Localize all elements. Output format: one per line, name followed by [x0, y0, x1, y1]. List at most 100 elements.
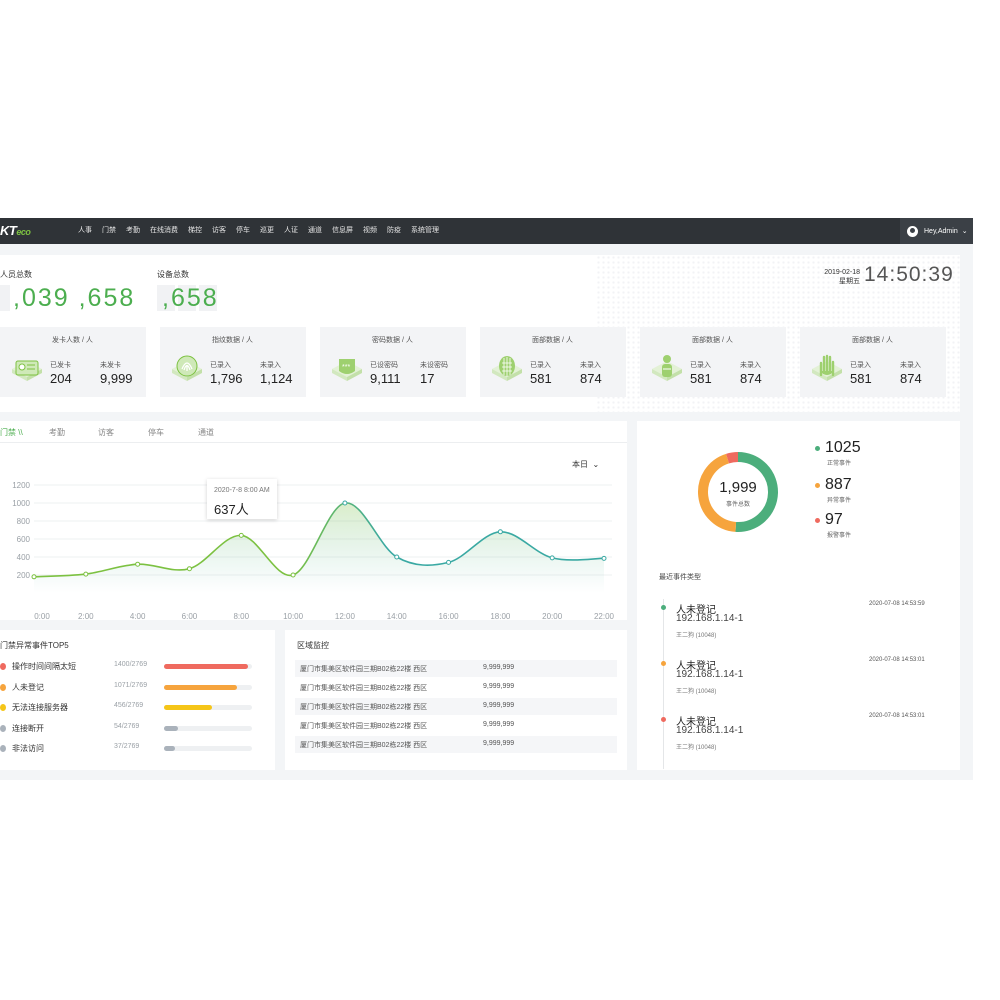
stat-card-value-2: 9,999 [100, 371, 133, 386]
stat-card: 面部数据 / 人已录入 581 未录入 874 [640, 327, 786, 397]
data-point[interactable] [497, 529, 503, 535]
nav-item[interactable]: 系统管理 [411, 227, 439, 234]
nav-item[interactable]: 巡更 [260, 227, 274, 234]
legend-label: 报警事件 [827, 533, 852, 539]
data-point[interactable] [83, 571, 89, 577]
x-tick-label: 12:00 [335, 612, 356, 620]
stat-card-value-1: 581 [690, 371, 712, 386]
top5-count: 456/2769 [114, 702, 144, 709]
top5-name: 操作时间间隔太短 [12, 662, 76, 671]
y-tick-label: 1000 [12, 499, 30, 508]
region-address: 厦门市集美区软件园三期B02栋22楼 西区 [300, 704, 428, 711]
table-row[interactable]: 厦门市集美区软件园三期B02栋22楼 西区 9,999,999 [295, 679, 617, 696]
nav-item[interactable]: 信息屏 [332, 227, 353, 234]
events-donut-chart [698, 452, 778, 532]
donut-slice[interactable] [726, 452, 739, 464]
event-item[interactable]: 人未登记 192.168.1.14-1 王二狗 (10048) 2020-07-08 … [659, 655, 959, 705]
stat-card-label-1: 已录入 [210, 362, 231, 369]
user-name[interactable]: Hey,Admin [924, 227, 958, 235]
nav-item[interactable]: 防疫 [387, 227, 401, 234]
y-tick-label: 600 [17, 535, 31, 544]
chart-tab[interactable]: 通道 [198, 428, 214, 437]
top5-row[interactable]: 连接断开 54/2769 [0, 722, 275, 736]
avatar[interactable] [907, 225, 918, 237]
table-row[interactable]: 厦门市集美区软件园三期B02栋22楼 西区 9,999,999 [295, 717, 617, 734]
clock-time: 14:50:39 [864, 263, 954, 286]
nav-item[interactable]: 考勤 [126, 227, 140, 234]
table-row[interactable]: 厦门市集美区软件园三期B02栋22楼 西区 9,999,999 [295, 698, 617, 715]
table-row[interactable]: 厦门市集美区软件园三期B02栋22楼 西区 9,999,999 [295, 736, 617, 753]
top5-bar-fill [164, 725, 179, 731]
nav-item[interactable]: 停车 [236, 227, 250, 234]
data-point[interactable] [394, 554, 400, 560]
nav-item[interactable]: 视频 [363, 227, 377, 234]
chart-tab[interactable]: 考勤 [49, 428, 65, 437]
data-point[interactable] [31, 574, 37, 580]
top5-row[interactable]: 非法访问 37/2769 [0, 742, 275, 756]
data-point[interactable] [186, 566, 192, 572]
chevron-down-icon[interactable]: ⌄ [592, 460, 600, 469]
data-point[interactable] [238, 532, 244, 538]
x-tick-label: 22:00 [594, 612, 615, 620]
region-title: 区域监控 [297, 641, 329, 650]
period-select[interactable]: 本日 ⌄ [572, 459, 599, 470]
top5-name: 无法连接服务器 [12, 703, 68, 712]
events-total: 1,999 [719, 479, 757, 496]
chart-tab[interactable]: 门禁 \\ [0, 428, 23, 437]
data-point[interactable] [549, 555, 555, 561]
alert-icon [0, 704, 6, 711]
user-menu[interactable]: Hey,Admin ⌄ [900, 218, 973, 244]
data-point[interactable] [446, 559, 452, 565]
event-item[interactable]: 人未登记 192.168.1.14-1 王二狗 (10048) 2020-07-08 … [659, 599, 959, 649]
line-chart: 200 400 600 800 1000 1200 0:00 2:00 4:00 6:00 8:00… [12, 481, 615, 620]
legend-dot [815, 483, 820, 488]
stat-card-label-1: 已发卡 [50, 362, 71, 369]
data-point[interactable] [342, 500, 348, 506]
table-row[interactable]: 厦门市集美区软件园三期B02栋22楼 西区 9,999,999 [295, 660, 617, 677]
donut-slice[interactable] [698, 453, 737, 532]
nav-item[interactable]: 门禁 [102, 227, 116, 234]
stat-card-value-1: 9,111 [370, 371, 401, 386]
chart-tooltip: 2020-7-8 8:00 AM 637人 [207, 479, 277, 519]
event-time: 2020-07-08 14:53:59 [869, 601, 925, 607]
region-address: 厦门市集美区软件园三期B02栋22楼 西区 [300, 723, 428, 730]
palm-icon [812, 354, 842, 381]
legend-value: 1025 [825, 439, 861, 456]
chart-tab[interactable]: 停车 [148, 428, 164, 437]
legend-value: 97 [825, 511, 843, 528]
event-dot [661, 717, 666, 722]
tooltip-value: 637人 [214, 502, 249, 517]
chart-tab[interactable]: 访客 [98, 428, 114, 437]
stat-card-value-1: 204 [50, 371, 72, 386]
data-point[interactable] [290, 572, 296, 578]
period-select-value[interactable]: 本日 [572, 460, 588, 469]
event-dot [661, 605, 666, 610]
recent-events-title: 最近事件类型 [659, 574, 701, 581]
donut-slice[interactable] [735, 452, 778, 532]
stat-card-value-2: 874 [740, 371, 762, 386]
event-ip: 192.168.1.14-1 [676, 613, 744, 624]
data-point[interactable] [601, 555, 607, 561]
event-title: 人未登记 [676, 717, 716, 728]
top5-row[interactable]: 人未登记 1071/2769 [0, 681, 275, 695]
svg-text:***: *** [342, 364, 350, 371]
event-item[interactable]: 人未登记 192.168.1.14-1 王二狗 (10048) 2020-07-08 … [659, 711, 959, 761]
nav-item[interactable]: 人事 [78, 227, 92, 234]
region-value: 9,999,999 [483, 664, 515, 671]
nav-item[interactable]: 访客 [212, 227, 226, 234]
chevron-down-icon[interactable]: ⌄ [961, 228, 968, 235]
nav-item[interactable]: 人证 [284, 227, 298, 234]
data-point[interactable] [135, 561, 141, 567]
stat-card-label-2: 未录入 [260, 362, 281, 369]
nav-item[interactable]: 梯控 [188, 227, 202, 234]
people-total-value: ,039 ,658 [13, 284, 136, 312]
top-nav-bar: KTeco 人事 门禁 考勤 在线消费 梯控 访客 停车 巡更 人证 通道 信息屏 视频 防疫 系统管理 … [0, 218, 973, 244]
nav-item[interactable]: 在线消费 [150, 227, 178, 234]
top5-row[interactable]: 操作时间间隔太短 1400/2769 [0, 660, 275, 674]
top5-count: 54/2769 [114, 722, 140, 730]
stat-card-title: 面部数据 / 人 [692, 337, 733, 344]
alert-icon [0, 724, 6, 732]
stat-card-title: 面部数据 / 人 [532, 337, 573, 344]
nav-item[interactable]: 通道 [308, 227, 322, 234]
top5-row[interactable]: 无法连接服务器 456/2769 [0, 701, 275, 715]
